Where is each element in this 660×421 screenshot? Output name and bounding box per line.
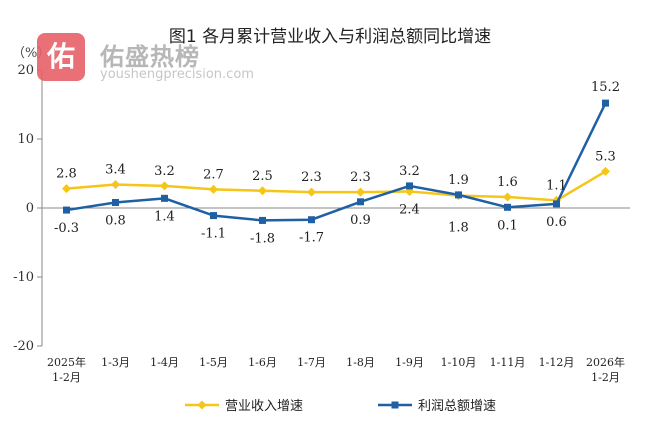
data-label: 2.7 <box>203 167 224 182</box>
data-label: 0.9 <box>350 213 371 228</box>
data-label: 2.5 <box>252 169 273 184</box>
x-tick-label: 1-5月 <box>199 356 228 369</box>
series-point-0 <box>209 184 218 194</box>
data-label: 15.2 <box>591 80 620 95</box>
y-tick-label: 10 <box>17 132 34 147</box>
data-label: 1.1 <box>546 178 567 193</box>
x-tick-label: 1-6月 <box>248 356 277 369</box>
watermark-badge: 佑 <box>37 33 85 81</box>
y-tick-label: -10 <box>13 270 34 285</box>
watermark-name: 佑盛热榜 <box>100 43 200 71</box>
x-tick-label: 2026年 <box>586 355 625 369</box>
series-point-0 <box>111 180 120 190</box>
x-tick-label: 1-8月 <box>346 356 375 369</box>
data-label: 2.3 <box>301 170 322 185</box>
legend: 营业收入增速 利润总额增速 <box>185 399 496 414</box>
data-label: 1.4 <box>154 209 175 224</box>
series-point-0 <box>62 184 71 194</box>
x-tick-label-line2: 1-2月 <box>52 371 81 384</box>
series-point-1 <box>308 216 315 224</box>
legend-label-1: 利润总额增速 <box>418 399 496 414</box>
series-point-0 <box>307 187 316 197</box>
data-label: 3.2 <box>154 164 175 179</box>
series-point-1 <box>210 212 217 220</box>
data-label: 2.8 <box>56 167 77 182</box>
data-label: -0.3 <box>54 221 79 236</box>
x-tick-label: 1-12月 <box>539 356 575 369</box>
x-tick-label: 1-9月 <box>395 356 424 369</box>
series-point-1 <box>455 191 462 199</box>
series-point-0 <box>601 166 610 176</box>
series-group <box>62 99 610 224</box>
data-label: 2.3 <box>350 170 371 185</box>
x-tick-label: 1-3月 <box>101 356 130 369</box>
series-point-1 <box>406 182 413 190</box>
data-labels: 2.8 3.4 3.2 2.7 2.5 2.3 2.3 2.4 1.8 1.6 1.1 5.3 -0.3… <box>54 80 620 246</box>
x-tick-label: 1-11月 <box>490 356 526 369</box>
series-point-1 <box>357 198 364 206</box>
y-tick-label: 20 <box>17 63 34 78</box>
series-point-0 <box>160 181 169 191</box>
chart-title: 图1 各月累计营业收入与利润总额同比增速 <box>169 27 491 47</box>
series-point-1 <box>553 200 560 208</box>
watermark-badge-glyph: 佑 <box>46 40 75 73</box>
series-point-0 <box>258 186 267 196</box>
legend-marker-0 <box>197 400 207 410</box>
watermark-url: youshengprecision.com <box>100 67 254 82</box>
y-tick-label: 0 <box>26 201 34 216</box>
data-label: 2.4 <box>399 202 420 217</box>
data-label: -1.7 <box>299 231 324 246</box>
series-point-1 <box>63 206 70 214</box>
x-tick-label: 1-7月 <box>297 356 326 369</box>
series-point-1 <box>504 203 511 211</box>
series-point-1 <box>112 198 119 206</box>
data-label: 1.9 <box>448 173 469 188</box>
series-line-1 <box>66 102 607 222</box>
data-label: 3.2 <box>399 164 420 179</box>
axes <box>37 69 630 347</box>
y-tick-labels: -20 -10 0 10 20 <box>13 63 34 354</box>
data-label: 3.4 <box>105 163 126 178</box>
series-point-0 <box>356 187 365 197</box>
data-label: 1.8 <box>448 221 469 236</box>
x-tick-label: 2025年 <box>47 355 86 369</box>
x-tick-label-line2: 1-2月 <box>591 371 620 384</box>
data-label: 0.6 <box>546 215 567 230</box>
x-tick-label: 1-4月 <box>150 356 179 369</box>
data-label: 0.1 <box>497 218 518 233</box>
x-tick-label: 1-10月 <box>441 356 477 369</box>
data-label: -1.8 <box>250 231 275 246</box>
legend-label-0: 营业收入增速 <box>225 399 303 414</box>
series-point-1 <box>602 99 609 107</box>
series-point-1 <box>259 216 266 224</box>
y-tick-label: -20 <box>13 339 34 354</box>
series-line-0 <box>66 170 607 202</box>
x-tick-labels: 2025年 1-2月 1-3月 1-4月 1-5月 1-6月 1-7月 1-8月 1-9月 1-1… <box>47 355 625 384</box>
data-label: 5.3 <box>595 149 616 164</box>
data-label: 0.8 <box>105 213 126 228</box>
data-label: 1.6 <box>497 175 518 190</box>
data-label: -1.1 <box>201 227 226 242</box>
series-point-0 <box>503 192 512 202</box>
legend-marker-1 <box>391 401 399 409</box>
series-point-1 <box>161 194 168 202</box>
